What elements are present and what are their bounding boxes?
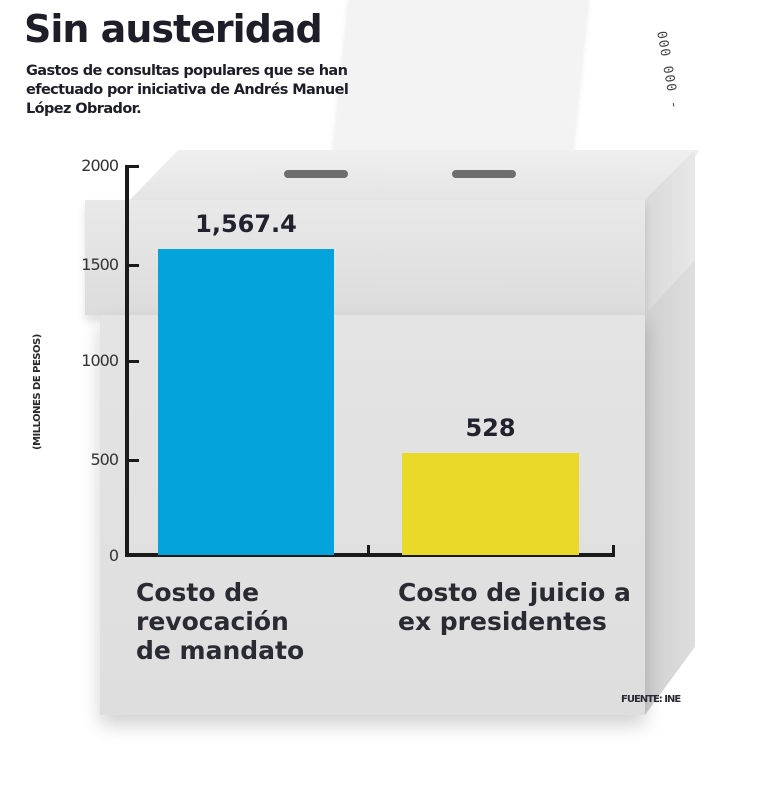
bar-juicio-ex-presidentes <box>402 453 579 555</box>
chart-title: Sin austeridad <box>24 7 323 51</box>
source-note: FUENTE: INE <box>621 694 681 705</box>
ballot-slot-right <box>452 170 516 178</box>
y-tick-label: 1500 <box>81 255 119 274</box>
bar-revocacion-de-mandato <box>158 249 334 555</box>
y-tick-1000 <box>125 360 139 363</box>
y-tick-1500 <box>125 264 139 267</box>
x-tick-middle <box>367 545 370 555</box>
y-tick-2000 <box>125 165 139 168</box>
category-label: Costo de revocación de mandato <box>136 578 305 665</box>
bar-value-label: 1,567.4 <box>195 210 297 238</box>
ballot-slot-left <box>284 170 348 178</box>
bar-value-label: 528 <box>465 414 516 442</box>
y-tick-label: 500 <box>90 450 119 469</box>
y-tick-500 <box>125 459 139 462</box>
ballot-serial-number: 000 000 - <box>653 30 682 111</box>
x-axis-line <box>125 553 615 557</box>
y-tick-label: 0 <box>108 546 119 565</box>
y-axis-label: (MILLONES DE PESOS) <box>32 334 43 450</box>
ballot-box-side <box>645 260 695 715</box>
category-label: Costo de juicio a ex presidentes <box>398 578 631 636</box>
x-tick-end <box>612 545 615 555</box>
y-tick-label: 2000 <box>81 156 119 175</box>
ballot-paper-illustration <box>331 0 589 165</box>
chart-subtitle: Gastos de consultas populares que se han… <box>26 63 349 117</box>
y-tick-label: 1000 <box>81 351 119 370</box>
